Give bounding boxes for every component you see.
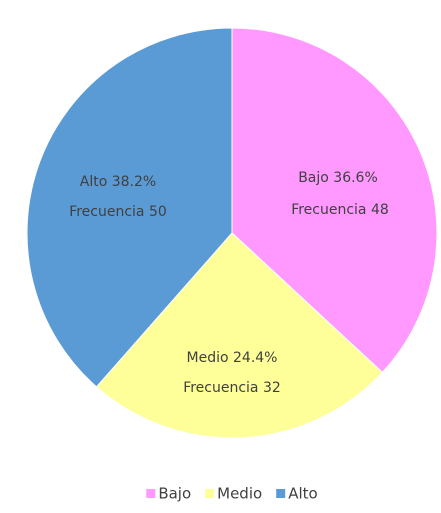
legend-swatch xyxy=(205,489,215,498)
frequency-value: 32 xyxy=(263,380,281,396)
frequency-name: Frecuencia xyxy=(291,202,366,218)
pie-slice xyxy=(95,232,384,439)
value-label: 36.6% xyxy=(333,170,377,186)
legend-label: Bajo xyxy=(158,485,191,503)
data-label: Bajo 36.6% xyxy=(298,170,378,186)
legend-swatch xyxy=(146,489,156,498)
frequency-name: Frecuencia xyxy=(183,380,258,396)
legend-swatch xyxy=(276,489,286,498)
pie-slice xyxy=(26,27,233,388)
pie-slice xyxy=(231,27,438,374)
frequency-name: Frecuencia xyxy=(69,204,144,220)
legend-label: Alto xyxy=(288,485,318,503)
legend: Bajo Medio Alto xyxy=(146,485,318,503)
data-label: Alto 38.2% xyxy=(80,174,156,190)
category-name: Alto xyxy=(80,174,108,190)
category-name: Bajo xyxy=(298,170,329,186)
legend-label: Medio xyxy=(217,485,262,503)
data-label: Medio 24.4% xyxy=(187,350,278,366)
value-label: 38.2% xyxy=(112,174,156,190)
frequency-label: Frecuencia 50 xyxy=(69,204,167,220)
value-label: 24.4% xyxy=(233,350,277,366)
category-name: Medio xyxy=(187,350,229,366)
frequency-value: 48 xyxy=(371,202,389,218)
frequency-value: 50 xyxy=(149,204,167,220)
frequency-label: Frecuencia 32 xyxy=(183,380,281,396)
frequency-label: Frecuencia 48 xyxy=(291,202,389,218)
